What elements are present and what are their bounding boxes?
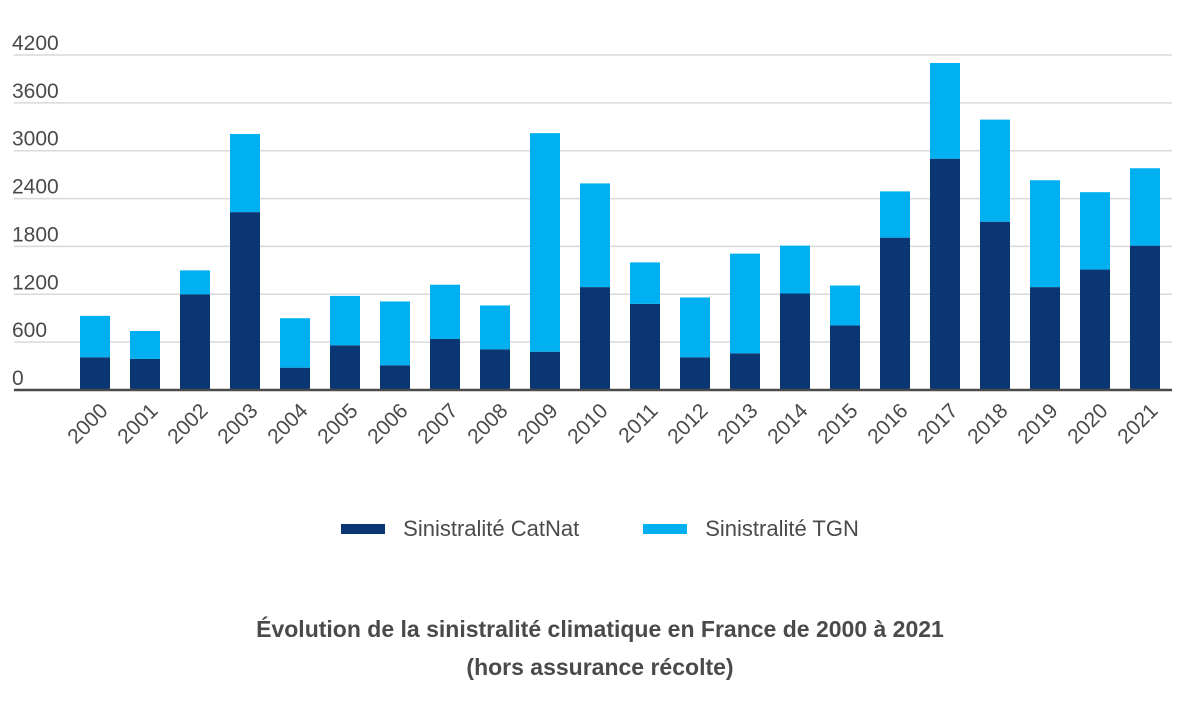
bar-tgn [280, 318, 310, 368]
bar-catnat [80, 357, 110, 390]
x-tick-label: 2014 [763, 399, 813, 449]
bar-tgn [730, 253, 760, 354]
bar-catnat [330, 345, 360, 390]
bar-catnat [180, 294, 210, 390]
legend-item-catnat: Sinistralité CatNat [341, 516, 579, 542]
bar-catnat [680, 357, 710, 390]
bar-tgn [830, 285, 860, 326]
bar-catnat [880, 237, 910, 390]
bar-tgn [1030, 180, 1060, 288]
x-tick-label: 2016 [863, 399, 912, 448]
x-tick-label: 2001 [113, 399, 162, 448]
bar-catnat [530, 351, 560, 390]
bar-catnat [930, 158, 960, 390]
x-tick-label: 2017 [913, 399, 962, 448]
y-tick-label: 3600 [12, 80, 59, 103]
bar-catnat [780, 293, 810, 390]
bar-tgn [480, 305, 510, 350]
x-axis-labels: 2000 2001 2002 2003 2004 2005 2006 2007 2008 2009… [63, 399, 1162, 449]
x-tick-label: 2010 [563, 399, 612, 448]
bar-tgn [230, 133, 260, 213]
y-tick-label: 600 [12, 319, 47, 342]
bar-tgn [680, 297, 710, 358]
x-tick-label: 2021 [1113, 399, 1162, 448]
x-tick-label: 2005 [313, 399, 362, 448]
bar-catnat [430, 338, 460, 390]
bar-catnat [580, 287, 610, 390]
x-tick-label: 2004 [263, 399, 313, 449]
bar-catnat [130, 358, 160, 390]
x-tick-label: 2000 [63, 399, 112, 448]
bar-tgn [780, 245, 810, 294]
bar-tgn [330, 295, 360, 346]
bar-catnat [1030, 287, 1060, 390]
bar-catnat [730, 353, 760, 390]
bar-catnat [230, 212, 260, 390]
bar-tgn [930, 62, 960, 159]
y-tick-label: 0 [12, 367, 24, 390]
x-tick-label: 2012 [663, 399, 712, 448]
bar-tgn [880, 191, 910, 238]
x-tick-label: 2019 [1013, 399, 1062, 448]
y-axis-labels: 0 600 1200 1800 2400 3000 3600 4200 [12, 32, 59, 390]
bar-tgn [80, 315, 110, 358]
bar-tgn [430, 284, 460, 339]
legend-label-tgn: Sinistralité TGN [705, 516, 859, 541]
bar-tgn [1080, 192, 1110, 270]
bar-catnat [280, 367, 310, 390]
bar-tgn [380, 301, 410, 366]
bar-tgn [980, 119, 1010, 222]
bar-catnat [830, 325, 860, 390]
chart-title-line-2: (hors assurance récolte) [466, 654, 734, 680]
legend-swatch-catnat [341, 524, 386, 534]
legend-label-catnat: Sinistralité CatNat [403, 516, 580, 541]
x-tick-label: 2003 [213, 399, 262, 448]
chart-title: Évolution de la sinistralité climatique … [0, 610, 1200, 686]
legend: Sinistralité CatNat Sinistralité TGN [0, 516, 1200, 542]
bar-catnat [380, 365, 410, 390]
x-tick-label: 2006 [363, 399, 412, 448]
x-tick-label: 2008 [463, 399, 512, 448]
bar-catnat [1130, 245, 1160, 390]
bar-tgn [630, 262, 660, 304]
bar-catnat [980, 221, 1010, 390]
x-tick-label: 2011 [614, 399, 662, 447]
x-tick-label: 2015 [813, 399, 862, 448]
bar-tgn [180, 270, 210, 295]
y-tick-label: 2400 [12, 176, 59, 199]
bar-tgn [530, 133, 560, 352]
bar-tgn [1130, 168, 1160, 246]
y-tick-label: 1800 [12, 223, 59, 246]
legend-swatch-tgn [643, 524, 688, 534]
x-tick-label: 2002 [163, 399, 212, 448]
bar-tgn [130, 330, 160, 359]
legend-item-tgn: Sinistralité TGN [643, 516, 859, 542]
bar-tgn [580, 183, 610, 288]
y-tick-label: 4200 [12, 32, 59, 55]
x-tick-label: 2018 [963, 399, 1012, 448]
x-tick-label: 2009 [513, 399, 562, 448]
x-tick-label: 2020 [1063, 399, 1112, 448]
bars [80, 62, 1160, 390]
x-tick-label: 2007 [413, 399, 462, 448]
bar-catnat [630, 303, 660, 390]
bar-catnat [1080, 269, 1110, 390]
x-tick-label: 2013 [713, 399, 762, 448]
chart-title-line-1: Évolution de la sinistralité climatique … [256, 616, 944, 642]
y-tick-label: 1200 [12, 271, 59, 294]
y-tick-label: 3000 [12, 128, 59, 151]
bar-catnat [480, 349, 510, 390]
